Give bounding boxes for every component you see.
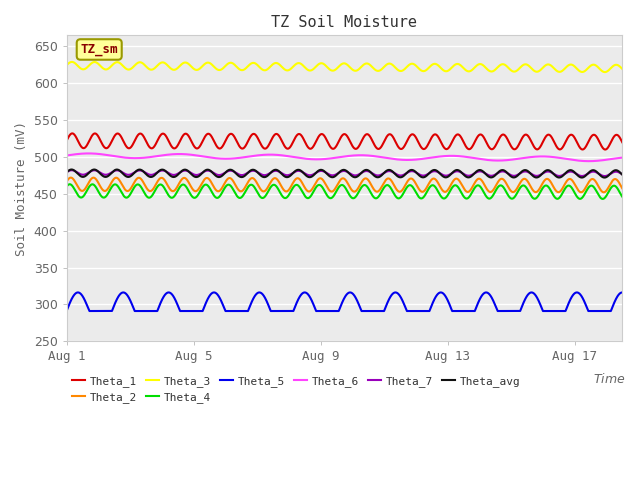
Theta_7 (279, 171, 287, 177)
Theta_3 (563, 63, 571, 69)
Theta_avg (301, 171, 308, 177)
Theta_7 (68, 168, 76, 173)
Theta_5 (278, 308, 286, 314)
Theta_5 (563, 304, 571, 310)
Theta_avg (122, 173, 130, 179)
Theta_3 (122, 66, 130, 72)
Theta_1 (563, 136, 571, 142)
Theta_6 (585, 158, 593, 164)
Theta_2 (279, 186, 287, 192)
Theta_7 (63, 169, 70, 175)
Theta_6 (122, 155, 130, 161)
Theta_1 (122, 143, 130, 149)
Title: TZ Soil Moisture: TZ Soil Moisture (271, 15, 417, 30)
Theta_3 (618, 66, 626, 72)
Theta_2 (618, 185, 626, 191)
Theta_1 (301, 138, 308, 144)
Line: Theta_avg: Theta_avg (67, 169, 622, 178)
Theta_6 (301, 156, 308, 161)
Theta_2 (490, 185, 498, 191)
Theta_5 (490, 300, 498, 306)
Theta_3 (601, 69, 609, 75)
Theta_6 (618, 155, 626, 160)
Theta_avg (68, 167, 76, 172)
Legend: Theta_1, Theta_2, Theta_3, Theta_4, Theta_5, Theta_6, Theta_7, Theta_avg: Theta_1, Theta_2, Theta_3, Theta_4, Thet… (72, 376, 520, 403)
Theta_2 (600, 190, 607, 195)
Theta_4 (618, 194, 626, 200)
Theta_4 (301, 192, 308, 198)
Y-axis label: Soil Moisture (mV): Soil Moisture (mV) (15, 121, 28, 256)
Theta_3 (63, 62, 70, 68)
Theta_1 (279, 140, 287, 145)
Text: $\it{Time}$: $\it{Time}$ (593, 372, 625, 386)
Theta_3 (420, 68, 428, 74)
Theta_6 (279, 153, 287, 158)
Theta_6 (63, 153, 70, 158)
Theta_avg (563, 168, 571, 174)
Theta_1 (63, 138, 70, 144)
Theta_4 (279, 193, 287, 199)
Theta_2 (420, 188, 428, 194)
Theta_avg (490, 173, 498, 179)
Theta_7 (420, 173, 428, 179)
Theta_4 (563, 183, 571, 189)
Theta_4 (63, 184, 70, 190)
Theta_4 (599, 196, 607, 202)
Theta_3 (68, 59, 76, 65)
Theta_1 (490, 144, 498, 150)
Theta_5 (63, 308, 70, 314)
Theta_1 (68, 131, 76, 136)
Theta_7 (618, 171, 626, 177)
Line: Theta_1: Theta_1 (67, 133, 622, 150)
Theta_4 (122, 195, 130, 201)
Line: Theta_2: Theta_2 (67, 178, 622, 192)
Theta_3 (490, 68, 498, 73)
Theta_2 (122, 188, 130, 193)
Theta_5 (122, 291, 130, 297)
Theta_5 (618, 289, 626, 295)
Theta_4 (66, 181, 74, 187)
Theta_7 (490, 172, 498, 178)
Text: TZ_sm: TZ_sm (81, 43, 118, 56)
Theta_7 (122, 171, 130, 177)
Theta_6 (420, 156, 428, 161)
Theta_5 (420, 308, 428, 314)
Theta_4 (420, 193, 428, 199)
Theta_2 (63, 179, 70, 184)
Theta_avg (63, 169, 70, 175)
Line: Theta_4: Theta_4 (67, 184, 622, 199)
Line: Theta_7: Theta_7 (67, 170, 622, 176)
Theta_3 (279, 65, 287, 71)
Theta_4 (490, 190, 498, 196)
Theta_2 (67, 175, 75, 180)
Theta_2 (563, 178, 571, 183)
Theta_avg (279, 172, 287, 178)
Line: Theta_5: Theta_5 (67, 292, 622, 311)
Theta_1 (602, 147, 609, 153)
Line: Theta_6: Theta_6 (67, 154, 622, 161)
Theta_avg (420, 174, 428, 180)
Theta_5 (301, 289, 308, 295)
Theta_7 (563, 169, 571, 175)
Theta_7 (301, 170, 308, 176)
Theta_3 (301, 64, 308, 70)
Theta_7 (601, 173, 609, 179)
Theta_1 (618, 139, 626, 145)
Theta_6 (490, 157, 498, 163)
Theta_avg (618, 172, 626, 178)
Theta_1 (420, 146, 428, 152)
Theta_2 (301, 184, 308, 190)
Line: Theta_3: Theta_3 (67, 62, 622, 72)
Theta_6 (85, 151, 93, 156)
Theta_6 (563, 156, 571, 162)
Theta_avg (601, 175, 609, 180)
